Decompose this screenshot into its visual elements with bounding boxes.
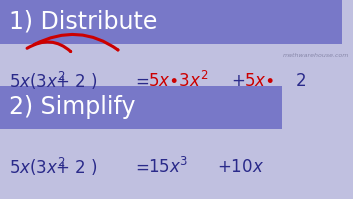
FancyArrowPatch shape xyxy=(34,34,118,50)
Text: $+10x$: $+10x$ xyxy=(217,158,264,176)
Text: $+\ 2\ )$: $+\ 2\ )$ xyxy=(55,157,97,177)
Text: $2$: $2$ xyxy=(295,72,306,90)
Bar xyxy=(0,86,282,129)
Text: $=$: $=$ xyxy=(132,158,150,176)
Text: $5x{\bullet}$: $5x{\bullet}$ xyxy=(244,72,274,90)
Text: mathwarehouse.com: mathwarehouse.com xyxy=(283,53,349,58)
Text: $5x{\bullet}3x^2$: $5x{\bullet}3x^2$ xyxy=(148,70,209,91)
Text: 1) Distribute: 1) Distribute xyxy=(9,9,157,33)
Text: 2) Simplify: 2) Simplify xyxy=(9,95,135,119)
Text: $+\ 2\ )$: $+\ 2\ )$ xyxy=(55,71,97,91)
Text: $15x^3$: $15x^3$ xyxy=(148,157,189,177)
Text: $5x(3x^2$: $5x(3x^2$ xyxy=(9,156,65,178)
Text: $+$: $+$ xyxy=(231,72,245,90)
Bar xyxy=(0,0,342,44)
Text: $5x(3x^2$: $5x(3x^2$ xyxy=(9,69,65,92)
FancyArrowPatch shape xyxy=(27,42,71,52)
Text: $=$: $=$ xyxy=(132,72,150,90)
